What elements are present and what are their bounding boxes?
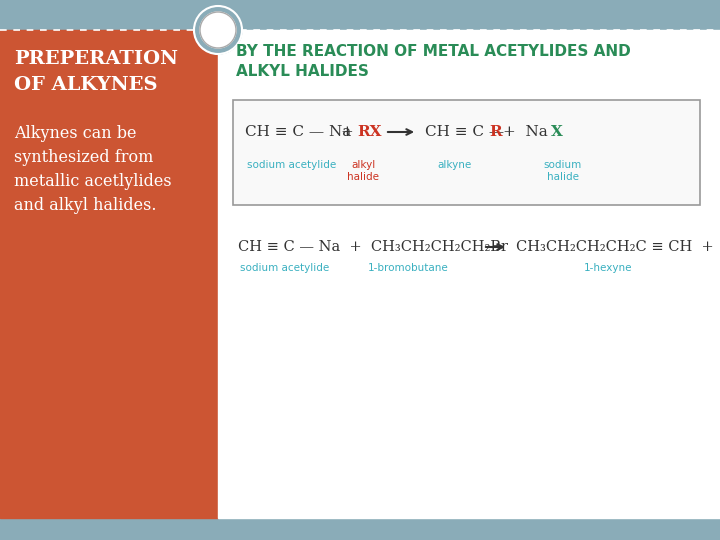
Text: CH ≡ C — Na: CH ≡ C — Na — [245, 125, 351, 139]
Text: sodium
halide: sodium halide — [544, 160, 582, 181]
Bar — [218, 30, 720, 518]
Text: CH ≡ C — Na  +  CH₃CH₂CH₂CH₂Br: CH ≡ C — Na + CH₃CH₂CH₂CH₂Br — [238, 240, 508, 254]
Text: X: X — [551, 125, 563, 139]
Bar — [233, 100, 700, 205]
Text: ALKYL HALIDES: ALKYL HALIDES — [236, 64, 369, 79]
Circle shape — [200, 12, 236, 48]
Text: alkyl
halide: alkyl halide — [347, 160, 379, 181]
Bar — [0, 518, 720, 540]
Text: +  Na: + Na — [503, 125, 548, 139]
Text: 1-hexyne: 1-hexyne — [584, 263, 632, 273]
Text: 1-bromobutane: 1-bromobutane — [368, 263, 449, 273]
Bar — [0, 0, 720, 30]
Text: R: R — [489, 125, 502, 139]
Text: PREPERATION: PREPERATION — [14, 50, 178, 68]
Text: CH₃CH₂CH₂CH₂C ≡ CH  +  NaBr: CH₃CH₂CH₂CH₂C ≡ CH + NaBr — [516, 240, 720, 254]
Text: alkyne: alkyne — [438, 160, 472, 170]
Bar — [0, 30, 218, 518]
Text: CH ≡ C —: CH ≡ C — — [425, 125, 504, 139]
Text: OF ALKYNES: OF ALKYNES — [14, 76, 158, 94]
Text: RX: RX — [357, 125, 382, 139]
Text: Alkynes can be
synthesized from
metallic acetlylides
and alkyl halides.: Alkynes can be synthesized from metallic… — [14, 125, 171, 214]
Text: +: + — [340, 125, 353, 139]
Circle shape — [194, 6, 242, 54]
Text: BY THE REACTION OF METAL ACETYLIDES AND: BY THE REACTION OF METAL ACETYLIDES AND — [236, 44, 631, 59]
Text: sodium acetylide: sodium acetylide — [240, 263, 330, 273]
Text: sodium acetylide: sodium acetylide — [248, 160, 337, 170]
